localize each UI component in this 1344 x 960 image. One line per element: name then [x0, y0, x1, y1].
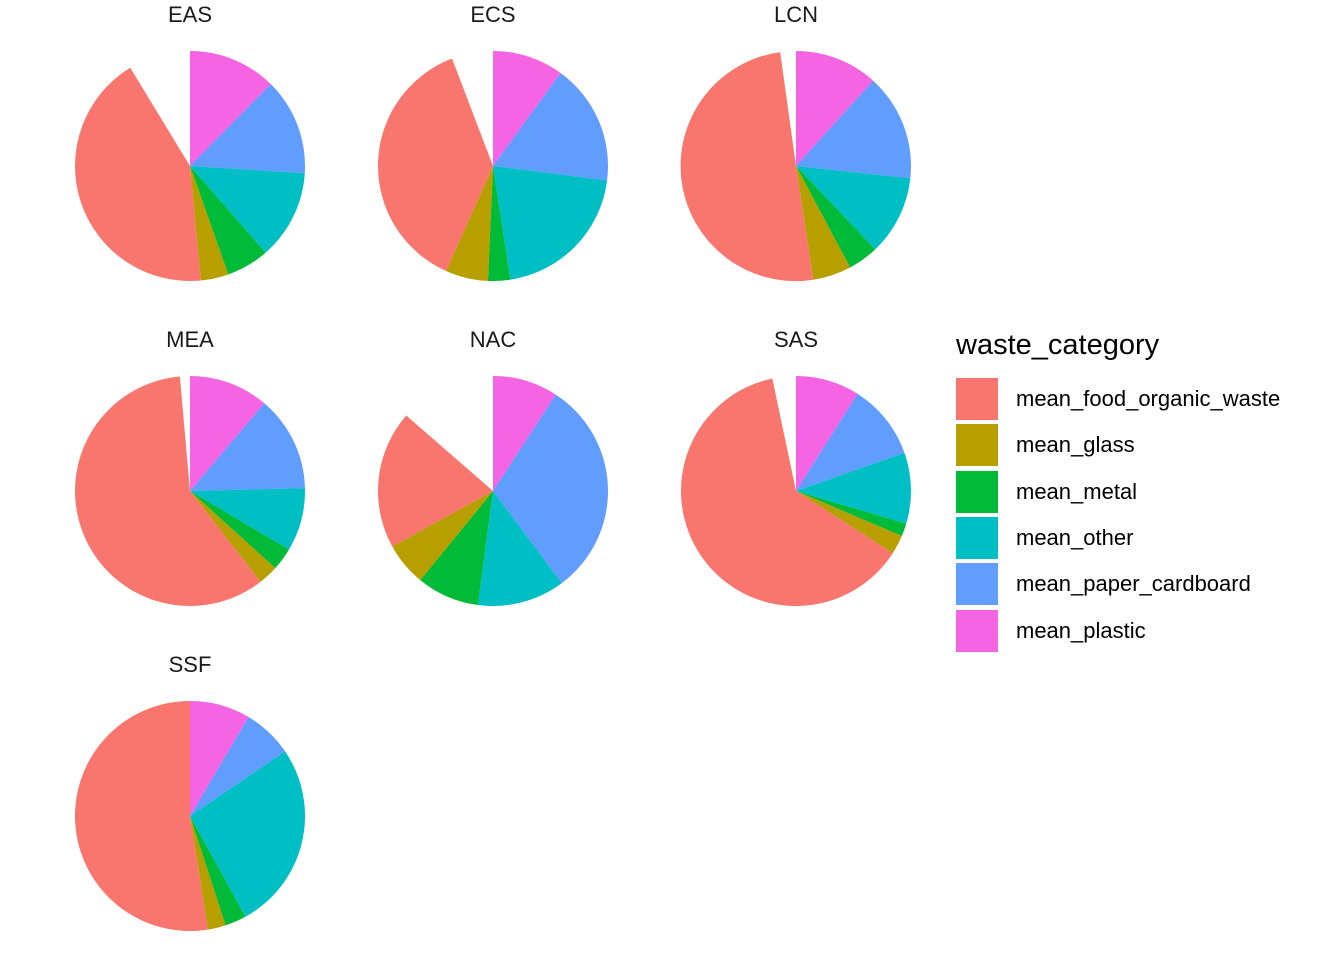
pie-slice-glass [392, 491, 493, 581]
pie-slice-other [796, 166, 911, 250]
pie-slice-food-organic-waste [75, 67, 201, 281]
pie-slice-metal [420, 491, 493, 605]
pie-slice-paper-cardboard [493, 394, 609, 584]
pie-slice-metal [190, 491, 289, 569]
pie-slice-other [796, 452, 911, 524]
pie-slice-glass [796, 166, 851, 280]
legend-label: mean_food_organic_waste [1016, 386, 1281, 412]
pie-slice-metal [796, 166, 876, 268]
legend-title: waste_category [956, 329, 1160, 361]
pie-panel-lcn: LCN [680, 2, 911, 282]
pie-slice-food-organic-waste [377, 58, 493, 271]
pie-slice-other [190, 488, 305, 550]
pie-slice-other [190, 751, 305, 917]
panel-title: EAS [168, 2, 212, 27]
pie-slice-plastic [190, 376, 265, 491]
pie-slice-glass [796, 491, 902, 554]
pie-slice-other [493, 166, 608, 280]
pie-slice-food-organic-waste [74, 700, 208, 931]
legend: waste_category mean_food_organic_waste m… [956, 328, 1336, 654]
pie-slice-paper-cardboard [190, 84, 305, 174]
panel-title: ECS [470, 2, 515, 27]
pie-panel-ssf: SSF [74, 652, 305, 931]
pie-slice-plastic [190, 51, 271, 166]
legend-item-other: mean_other [956, 515, 1336, 561]
pie-slice-plastic [796, 51, 874, 166]
pie-slice-plastic [190, 700, 249, 816]
pie-slice-metal [487, 166, 511, 282]
panel-title: LCN [774, 2, 818, 27]
legend-label: mean_metal [1016, 478, 1138, 504]
legend-key [956, 563, 998, 606]
pie-slice-other [190, 166, 305, 253]
pie-panel-sas: SAS [681, 327, 911, 606]
pie-slice-glass [446, 166, 493, 281]
legend-item-food-organic-waste: mean_food_organic_waste [956, 376, 1336, 422]
pie-slice-paper-cardboard [796, 80, 911, 179]
legend-key [956, 517, 998, 560]
pie-slice-other [477, 491, 562, 606]
pie-slice-paper-cardboard [493, 72, 608, 181]
pie-slice-food-organic-waste [680, 52, 814, 282]
pie-slice-glass [190, 491, 276, 582]
pie-panel-eas: EAS [75, 2, 305, 281]
pie-slice-paper-cardboard [796, 393, 905, 491]
pie-slice-glass [190, 166, 229, 281]
pie-slice-plastic [493, 376, 556, 491]
legend-key [956, 424, 998, 467]
legend-key [956, 378, 998, 421]
pie-panel-ecs: ECS [377, 2, 608, 282]
pie-slice-paper-cardboard [190, 717, 286, 816]
panel-title: NAC [470, 327, 517, 352]
legend-item-paper-cardboard: mean_paper_cardboard [956, 561, 1336, 607]
legend-key [956, 470, 998, 513]
pie-slice-food-organic-waste [75, 376, 261, 606]
panel-title: SAS [774, 327, 818, 352]
panel-title: SSF [169, 652, 212, 677]
pie-slice-paper-cardboard [190, 403, 305, 491]
pie-slice-metal [190, 166, 266, 275]
pie-slice-glass [190, 816, 226, 930]
legend-item-metal: mean_metal [956, 469, 1336, 515]
pie-slice-metal [796, 491, 907, 537]
legend-item-glass: mean_glass [956, 422, 1336, 468]
pie-panel-mea: MEA [75, 327, 305, 606]
legend-item-plastic: mean_plastic [956, 607, 1336, 653]
legend-label: mean_glass [1016, 432, 1135, 458]
pie-facets: EAS ECS LCN MEA NAC SAS SSF [74, 2, 911, 931]
pie-slice-food-organic-waste [377, 415, 493, 547]
legend-label: mean_paper_cardboard [1016, 571, 1251, 597]
pie-slice-food-organic-waste [681, 378, 893, 606]
legend-label: mean_plastic [1016, 617, 1146, 643]
legend-key [956, 609, 998, 652]
pie-panel-nac: NAC [377, 327, 609, 606]
pie-slice-plastic [796, 376, 858, 491]
pie-slice-metal [190, 816, 246, 926]
panel-title: MEA [166, 327, 214, 352]
legend-label: mean_other [1016, 525, 1134, 551]
pie-slice-plastic [493, 51, 561, 166]
